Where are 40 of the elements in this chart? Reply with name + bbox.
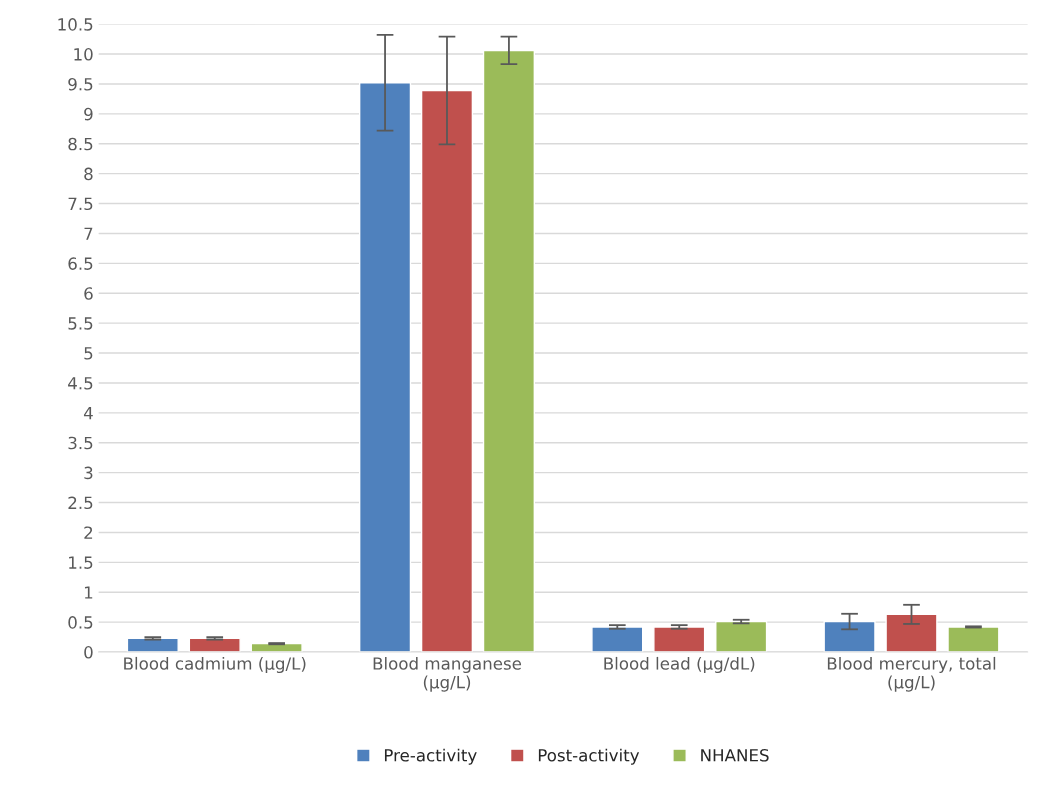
y-tick-label: 0.5 — [68, 616, 93, 629]
y-tick-label: 2.5 — [68, 496, 93, 510]
x-tick-label: Blood mercury, total (µg/L) — [827, 656, 996, 692]
y-tick-label: 9 — [84, 107, 93, 121]
y-tick-label: 7.5 — [68, 197, 93, 211]
y-tick-label: 10.5 — [58, 18, 93, 31]
bar — [947, 626, 1000, 653]
legend-label: NHANES — [701, 748, 769, 762]
legend-label: Post-activity — [538, 748, 640, 765]
y-tick-label: 4 — [83, 407, 93, 420]
y-tick-label: 0 — [84, 646, 93, 659]
y-tick-label: 6.5 — [68, 257, 93, 270]
bar — [823, 620, 876, 653]
y-tick-label: 8.5 — [68, 137, 93, 151]
bar — [715, 620, 768, 653]
y-tick-label: 2 — [84, 526, 93, 539]
bar — [591, 626, 644, 653]
bar — [885, 613, 938, 653]
y-tick-label: 3.5 — [68, 436, 93, 450]
bar — [653, 626, 706, 653]
y-tick-label: 5.5 — [68, 317, 93, 330]
y-tick-label: 4.5 — [68, 377, 93, 390]
bar — [420, 89, 474, 653]
y-tick-label: 1 — [84, 586, 93, 599]
y-tick-label: 10 — [74, 48, 93, 61]
y-tick-label: 6 — [84, 287, 93, 300]
y-tick-label: 3 — [84, 466, 93, 480]
y-tick-label: 7 — [84, 227, 93, 240]
y-tick-label: 8 — [84, 167, 93, 181]
bar — [482, 49, 536, 653]
y-tick-label: 9.5 — [68, 77, 93, 91]
y-tick-label: 5 — [84, 347, 93, 360]
bar — [358, 82, 412, 653]
x-tick-label: Blood lead (µg/dL) — [604, 656, 755, 674]
y-tick-label: 1.5 — [69, 556, 93, 569]
x-tick-label: Blood manganese (µg/L) — [373, 656, 522, 692]
x-tick-label: Blood cadmium (µg/L) — [124, 656, 306, 674]
legend-label: Pre-activity — [384, 748, 477, 765]
bar — [126, 637, 179, 653]
bar — [188, 637, 241, 653]
